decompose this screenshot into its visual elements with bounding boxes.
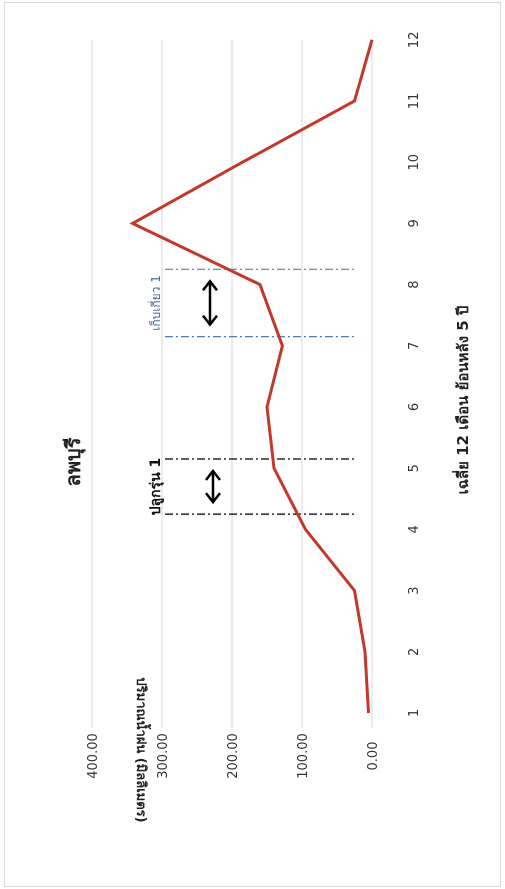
x-tick-label: 7 — [407, 342, 422, 350]
chart-title: ลพบุรี — [61, 437, 86, 486]
series-line — [129, 39, 374, 714]
x-tick-label: 6 — [407, 403, 422, 411]
x-tick-label: 1 — [407, 709, 422, 717]
x-tick-label: 8 — [407, 280, 422, 288]
y-tick-label: 400.00 — [86, 733, 101, 779]
annotation-label: ปลูกรุ่น 1 — [148, 458, 164, 516]
annotation-labels: ปลูกรุ่น 1 เก็บเกี่ยว 1 — [147, 275, 164, 515]
annotation-arrowhead — [202, 279, 218, 292]
y-tick-labels: 0.00 100.00 200.00 300.00 400.00 — [86, 733, 381, 779]
series-layer — [129, 39, 374, 714]
x-tick-label: 12 — [407, 32, 422, 49]
y-tick-label: 100.00 — [296, 733, 311, 779]
gridlines — [91, 40, 373, 728]
annotation-arrowhead — [205, 492, 221, 505]
x-tick-label: 11 — [407, 93, 422, 110]
y-tick-label: 200.00 — [226, 733, 241, 779]
x-tick-label: 2 — [407, 648, 422, 656]
annotation-arrowhead — [202, 314, 218, 327]
x-tick-label: 5 — [407, 464, 422, 472]
x-tick-label: 3 — [407, 586, 422, 594]
x-tick-label: 9 — [407, 219, 422, 227]
annotation-label: เก็บเกี่ยว 1 — [147, 275, 163, 331]
y-axis-label: ปริมาณน้ำฝน (มิลลิเมตร) — [133, 677, 152, 822]
y-tick-label: 300.00 — [156, 733, 171, 779]
x-axis-label: เฉลี่ย 12 เดือน ย้อนหลัง 5 ปี — [452, 306, 472, 495]
x-tick-label: 10 — [407, 154, 422, 171]
chart-frame — [4, 2, 501, 887]
x-tick-label: 4 — [407, 525, 422, 533]
annotation-lines — [165, 268, 356, 515]
y-tick-label: 0.00 — [366, 742, 381, 771]
annotation-arrowhead — [205, 468, 221, 481]
